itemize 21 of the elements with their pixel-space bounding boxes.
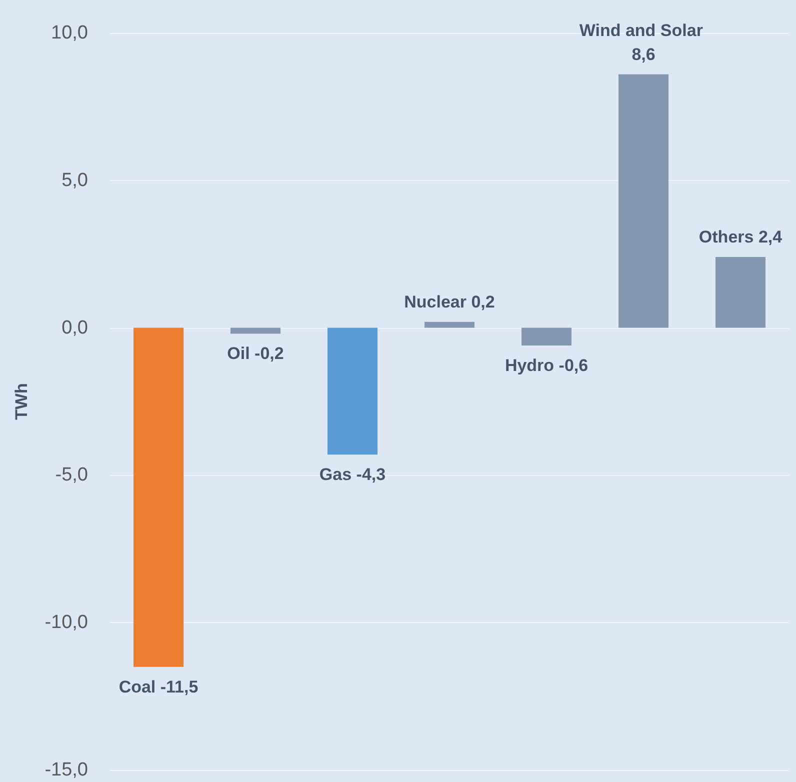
bar: [618, 74, 668, 328]
data-label: Wind and Solar 8,6: [579, 20, 708, 64]
bar: [522, 328, 572, 346]
y-tick-label: -5,0: [55, 464, 88, 486]
y-tick-label: 0,0: [62, 317, 88, 338]
bar: [328, 328, 378, 455]
bar: [424, 322, 474, 328]
bar: [230, 328, 280, 334]
data-label: Coal -11,5: [118, 677, 198, 696]
bar: [716, 257, 766, 328]
y-tick-label: -10,0: [44, 612, 88, 634]
data-label: Hydro -0,6: [504, 356, 588, 375]
bar: [134, 328, 184, 667]
y-tick-label: -15,0: [44, 760, 88, 780]
data-label: Nuclear 0,2: [404, 292, 495, 312]
y-axis-title: TWh: [12, 383, 31, 420]
y-tick-label: 10,0: [51, 22, 88, 44]
data-label: Oil -0,2: [227, 344, 284, 364]
data-label: Gas -4,3: [319, 465, 386, 484]
data-label: Others 2,4: [698, 228, 783, 247]
y-tick-label: 5,0: [62, 170, 88, 191]
